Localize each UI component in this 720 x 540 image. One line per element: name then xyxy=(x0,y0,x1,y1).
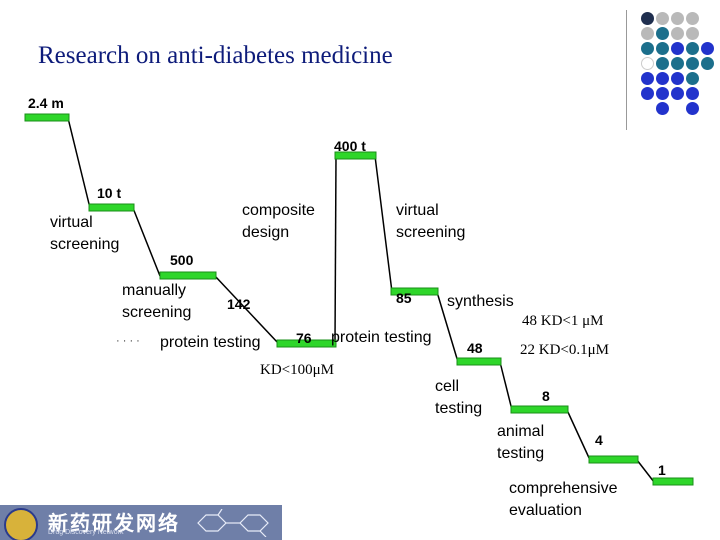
dot-icon xyxy=(656,27,669,40)
dot-icon xyxy=(656,87,669,100)
stage-bar xyxy=(588,455,639,464)
dot-icon xyxy=(656,102,669,115)
count-label: 4 xyxy=(595,432,603,448)
stage-bar xyxy=(88,203,135,212)
stage-bar xyxy=(159,271,217,280)
stage-label: protein testing xyxy=(331,329,432,346)
dot-icon xyxy=(671,27,684,40)
dot-icon xyxy=(671,72,684,85)
dot-icon xyxy=(641,27,654,40)
connector-line xyxy=(499,361,513,411)
page-title: Research on anti-diabetes medicine xyxy=(38,42,393,69)
connector-line xyxy=(67,117,91,209)
kd-note-1: 48 KD<1 μM xyxy=(522,313,604,329)
stage-label: composite design xyxy=(242,202,315,241)
stage-bar xyxy=(456,357,502,366)
dot-icon xyxy=(641,87,654,100)
dot-icon xyxy=(671,12,684,25)
dot-icon xyxy=(671,87,684,100)
logo-banner: 新药研发网络 Drug Discovery Network xyxy=(0,505,282,540)
dot-icon xyxy=(671,57,684,70)
stage-label: virtual screening xyxy=(396,202,466,241)
stage-label: animal testing xyxy=(497,423,545,462)
count-label: 2.4 m xyxy=(28,95,64,111)
dot-icon xyxy=(686,102,699,115)
dot-icon xyxy=(686,42,699,55)
count-label: 1 xyxy=(658,462,666,478)
dot-icon xyxy=(701,42,714,55)
stage-label: manually screening xyxy=(122,282,192,321)
dot-icon xyxy=(656,72,669,85)
stage-bar xyxy=(334,151,377,160)
stage-label: protein testing xyxy=(160,334,261,351)
stage-bar xyxy=(510,405,569,414)
dot-icon xyxy=(656,12,669,25)
count-label: 76 xyxy=(296,330,312,346)
count-label: 142 xyxy=(227,296,251,312)
stage-bar xyxy=(390,287,439,296)
logo-subtitle: Drug Discovery Network xyxy=(48,529,124,536)
connector-line xyxy=(334,155,337,344)
dot-icon xyxy=(656,57,669,70)
count-label: 10 t xyxy=(97,185,122,201)
dot-icon xyxy=(686,27,699,40)
count-label: 85 xyxy=(396,290,412,306)
stage-label: synthesis xyxy=(447,293,514,310)
stage-label: virtual screening xyxy=(50,214,120,253)
connector-line xyxy=(214,275,279,344)
count-label: 48 xyxy=(467,340,483,356)
stage-label: comprehensive evaluation xyxy=(509,480,618,519)
connector-line xyxy=(374,155,393,293)
dot-icon xyxy=(686,57,699,70)
count-label: 8 xyxy=(542,388,550,404)
dot-icon xyxy=(686,72,699,85)
dot-icon xyxy=(686,12,699,25)
dot-icon xyxy=(701,57,714,70)
kd-note-100: KD<100μM xyxy=(260,362,335,378)
dot-icon xyxy=(641,57,654,70)
connector-line xyxy=(436,291,459,363)
dot-icon xyxy=(671,42,684,55)
kd-note-01: 22 KD<0.1μM xyxy=(520,342,610,358)
connector-line xyxy=(132,207,161,277)
stage-bar xyxy=(276,339,337,348)
logo-text: 新药研发网络 xyxy=(48,513,180,535)
divider xyxy=(626,10,627,130)
stage-bar xyxy=(24,113,70,122)
dot-icon xyxy=(656,42,669,55)
count-label: 400 t xyxy=(334,138,366,154)
ellipsis-dots: · · · · xyxy=(116,335,140,347)
dot-icon xyxy=(641,12,654,25)
connector-line xyxy=(566,409,591,461)
dot-icon xyxy=(641,72,654,85)
dot-icon xyxy=(641,42,654,55)
stage-label: cell testing xyxy=(435,378,483,417)
dot-icon xyxy=(686,87,699,100)
connector-line xyxy=(636,459,655,483)
stage-bar xyxy=(652,477,694,486)
count-label: 500 xyxy=(170,252,194,268)
molecule-icon xyxy=(197,509,269,537)
emblem-icon xyxy=(4,508,38,540)
